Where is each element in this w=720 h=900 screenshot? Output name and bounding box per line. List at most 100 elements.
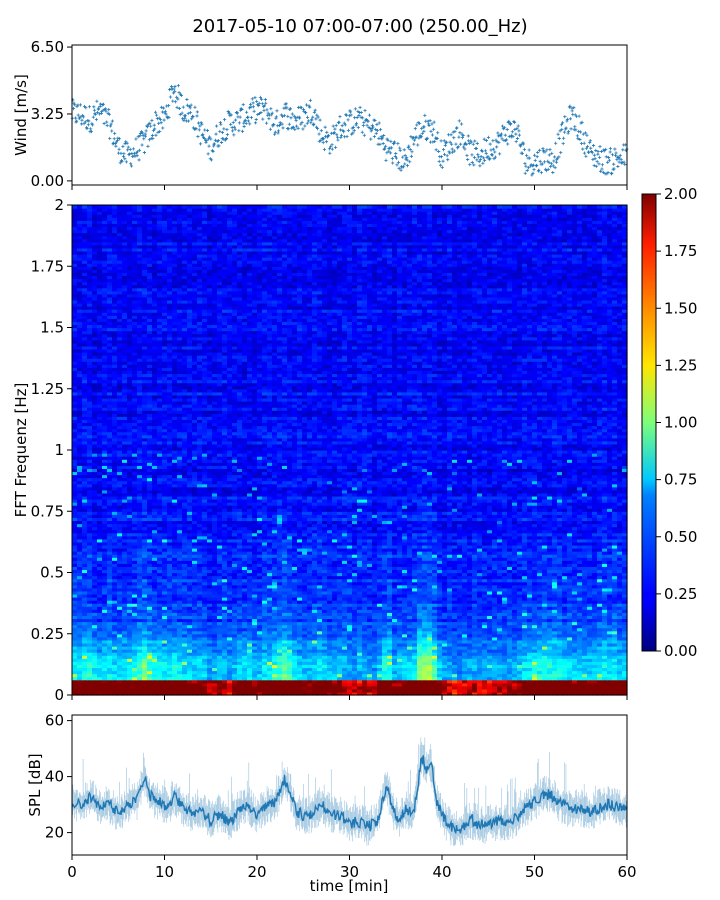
- wind-point: [182, 118, 186, 123]
- wind-point: [128, 152, 132, 156]
- wind-point: [98, 102, 103, 106]
- wind-point: [140, 143, 144, 147]
- wind-point: [203, 128, 207, 132]
- wind-point: [103, 107, 108, 111]
- wind-point: [211, 149, 215, 154]
- wind-point: [171, 99, 175, 103]
- wind-point: [101, 102, 106, 106]
- wind-point: [96, 106, 101, 110]
- wind-point: [207, 144, 211, 148]
- wind-point: [125, 141, 129, 145]
- wind-point: [172, 87, 176, 91]
- wind-point: [117, 147, 121, 151]
- wind-point: [195, 110, 199, 114]
- wind-point: [94, 117, 98, 122]
- wind-point: [289, 116, 293, 120]
- wind-point: [73, 116, 78, 120]
- wind-point: [244, 118, 248, 122]
- wind-point: [299, 122, 303, 126]
- wind-point: [209, 137, 213, 141]
- wind-point: [165, 104, 169, 108]
- wind-point: [286, 114, 290, 118]
- wind-point: [105, 120, 109, 124]
- wind-point: [292, 114, 296, 118]
- wind-point: [215, 124, 219, 128]
- wind-point: [218, 129, 222, 134]
- wind-point: [268, 127, 272, 131]
- wind-point: [300, 120, 304, 125]
- wind-point: [138, 131, 143, 136]
- wind-point: [122, 152, 126, 156]
- wind-point: [287, 122, 291, 126]
- wind-point: [137, 158, 141, 162]
- wind-point: [301, 127, 305, 131]
- wind-point: [253, 96, 257, 100]
- wind-point: [176, 84, 180, 88]
- wind-point: [161, 106, 166, 110]
- wind-point: [249, 116, 254, 120]
- wind-point: [152, 123, 156, 127]
- wind-point: [173, 89, 177, 94]
- figure-title: 2017-05-10 07:00-07:00 (250.00_Hz): [192, 16, 527, 37]
- wind-point: [186, 119, 191, 123]
- wind-point: [167, 115, 171, 120]
- wind-point: [219, 140, 224, 145]
- wind-point: [126, 148, 130, 152]
- wind-point: [164, 112, 168, 116]
- wind-point: [224, 137, 228, 141]
- wind-point: [255, 99, 259, 104]
- wind-point: [155, 117, 159, 121]
- wind-point: [246, 115, 250, 119]
- wind-point: [269, 107, 273, 111]
- y-tick-label: 0.00: [31, 172, 64, 190]
- wind-point: [120, 159, 124, 163]
- wind-point: [233, 118, 238, 122]
- wind-point: [162, 118, 166, 122]
- wind-point: [141, 133, 145, 137]
- wind-point: [260, 102, 264, 106]
- wind-point: [284, 102, 288, 106]
- wind-point: [222, 118, 227, 122]
- wind-point: [269, 113, 273, 117]
- wind-point: [244, 121, 248, 125]
- wind-point: [267, 117, 271, 121]
- wind-point: [280, 122, 284, 126]
- wind-point: [157, 121, 161, 125]
- wind-point: [225, 128, 229, 132]
- wind-point: [254, 117, 258, 122]
- wind-point: [216, 139, 221, 143]
- wind-point: [272, 123, 276, 127]
- wind-point: [81, 115, 86, 119]
- wind-point: [131, 147, 135, 151]
- wind-point: [117, 137, 122, 141]
- wind-point: [121, 144, 125, 149]
- wind-point: [135, 154, 139, 158]
- wind-point: [78, 103, 83, 107]
- wind-point: [193, 105, 197, 109]
- wind-point: [179, 93, 183, 98]
- wind-point: [207, 135, 212, 139]
- wind-point: [73, 103, 77, 107]
- wind-point: [129, 164, 134, 168]
- wind-point: [149, 124, 153, 128]
- wind-point: [180, 111, 184, 115]
- wind-point: [104, 109, 108, 113]
- wind-point: [136, 135, 140, 139]
- wind-point: [285, 106, 289, 110]
- wind-point: [280, 114, 285, 118]
- wind-point: [95, 99, 99, 103]
- wind-point: [156, 130, 160, 134]
- wind-point: [190, 117, 194, 121]
- wind-point: [115, 138, 120, 143]
- wind-point: [191, 115, 195, 119]
- wind-point: [153, 110, 158, 114]
- wind-point: [150, 118, 154, 123]
- wind-point: [226, 109, 230, 114]
- wind-point: [159, 105, 164, 109]
- wind-point: [257, 101, 261, 105]
- wind-point: [150, 133, 155, 138]
- wind-data-points: [70, 84, 629, 177]
- wind-point: [188, 111, 193, 115]
- wind-point: [143, 134, 147, 138]
- wind-point: [270, 111, 274, 115]
